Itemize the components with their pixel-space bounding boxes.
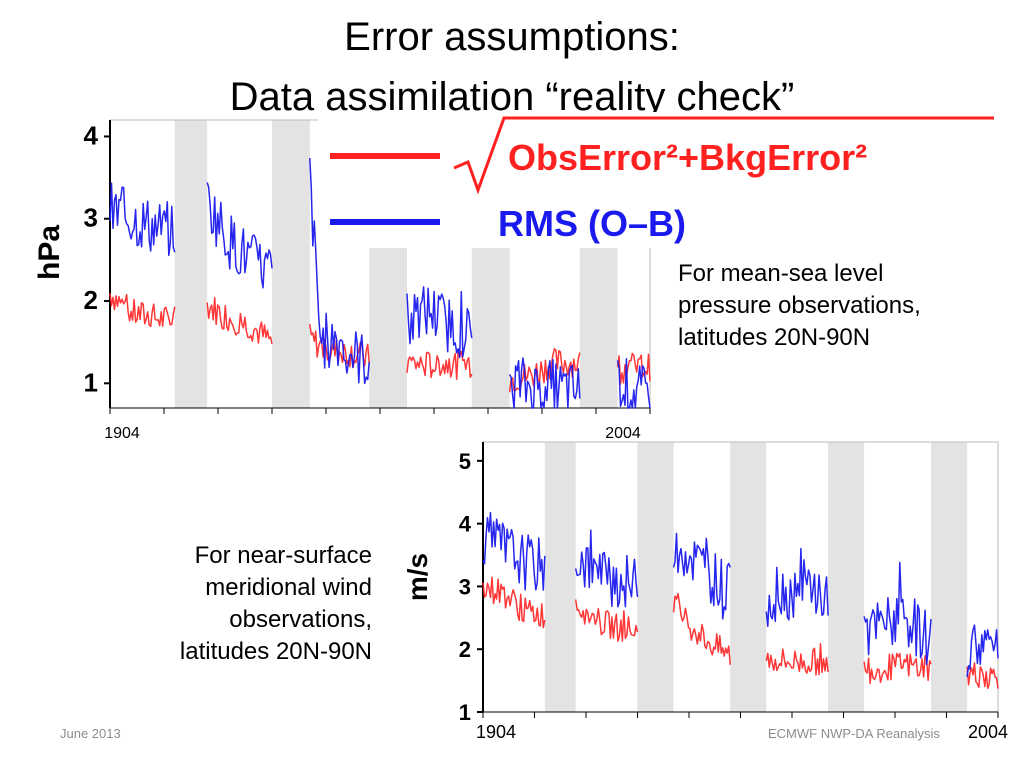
caption-line: latitudes 20N-90N	[678, 324, 871, 351]
wind-chart: 1 2 3 4 5 m/s 1904 2004	[402, 441, 1008, 742]
y-tick-label: 2	[84, 285, 98, 315]
shaded-period	[637, 442, 674, 712]
series-line-blue	[672, 532, 731, 620]
shaded-period	[174, 120, 208, 408]
series-line-red	[863, 652, 932, 685]
y-tick-label: 4	[84, 120, 99, 150]
shaded-period	[931, 442, 968, 712]
series-line-blue	[482, 511, 546, 591]
y-tick-label: 3	[84, 203, 98, 233]
shaded-period	[828, 442, 865, 712]
y-tick-label: 4	[459, 512, 472, 537]
series-line-blue	[508, 357, 581, 409]
series-line-red	[109, 293, 176, 328]
series-line-blue	[109, 182, 176, 257]
caption-line: latitudes 20N-90N	[179, 638, 372, 665]
series-line-red	[406, 348, 473, 380]
series-line-red	[966, 662, 999, 690]
caption-pressure: For mean-sea level pressure observations…	[678, 258, 921, 354]
chart-legend: ObsError²+BkgError² RMS (O–B)	[318, 112, 1008, 248]
series-line-red	[672, 592, 731, 665]
series-line-red	[482, 576, 546, 629]
series-line-blue	[406, 286, 473, 359]
series-line-blue	[206, 182, 273, 289]
shaded-period	[272, 120, 310, 408]
series-line-red	[574, 599, 639, 642]
footer-date: June 2013	[60, 726, 121, 741]
legend-label-red: ObsError²+BkgError²	[508, 137, 867, 178]
x-tick-label: 1904	[104, 425, 140, 442]
series-line-blue	[309, 157, 370, 385]
series-line-blue	[966, 624, 999, 677]
slide-title-line2: Data assimilation “reality check”	[229, 75, 795, 119]
series-line-red	[765, 643, 829, 676]
y-axis-label: hPa	[33, 225, 66, 280]
series-line-blue	[574, 529, 639, 608]
series-line-blue	[616, 357, 651, 409]
sqrt-sign	[453, 116, 994, 195]
caption-line: pressure observations,	[678, 292, 921, 319]
legend-background	[318, 112, 1008, 248]
x-tick-label: 2004	[605, 425, 641, 442]
series-line-blue	[765, 547, 829, 628]
shaded-period	[730, 442, 767, 712]
caption-line: For mean-sea level	[678, 260, 884, 287]
y-tick-label: 5	[459, 449, 471, 474]
caption-line: For near-surface	[194, 542, 372, 569]
y-tick-label: 2	[459, 637, 471, 662]
footer-title: ECMWF NWP-DA Reanalysis	[768, 726, 940, 741]
series-line-red	[206, 296, 273, 345]
y-tick-label: 1	[459, 700, 471, 725]
caption-line: meridional wind	[205, 574, 372, 601]
series-line-blue	[863, 561, 932, 666]
y-axis-label: m/s	[402, 553, 433, 601]
y-tick-label: 3	[459, 574, 471, 599]
caption-wind: For near-surface meridional wind observa…	[100, 540, 372, 668]
y-tick-label: 1	[84, 367, 98, 397]
x-tick-label: 2004	[968, 722, 1008, 742]
slide-title-line1: Error assumptions:	[344, 15, 680, 59]
shaded-period	[544, 442, 576, 712]
legend-label-blue: RMS (O–B)	[498, 203, 686, 244]
x-tick-label: 1904	[476, 722, 516, 742]
caption-line: observations,	[229, 606, 372, 633]
